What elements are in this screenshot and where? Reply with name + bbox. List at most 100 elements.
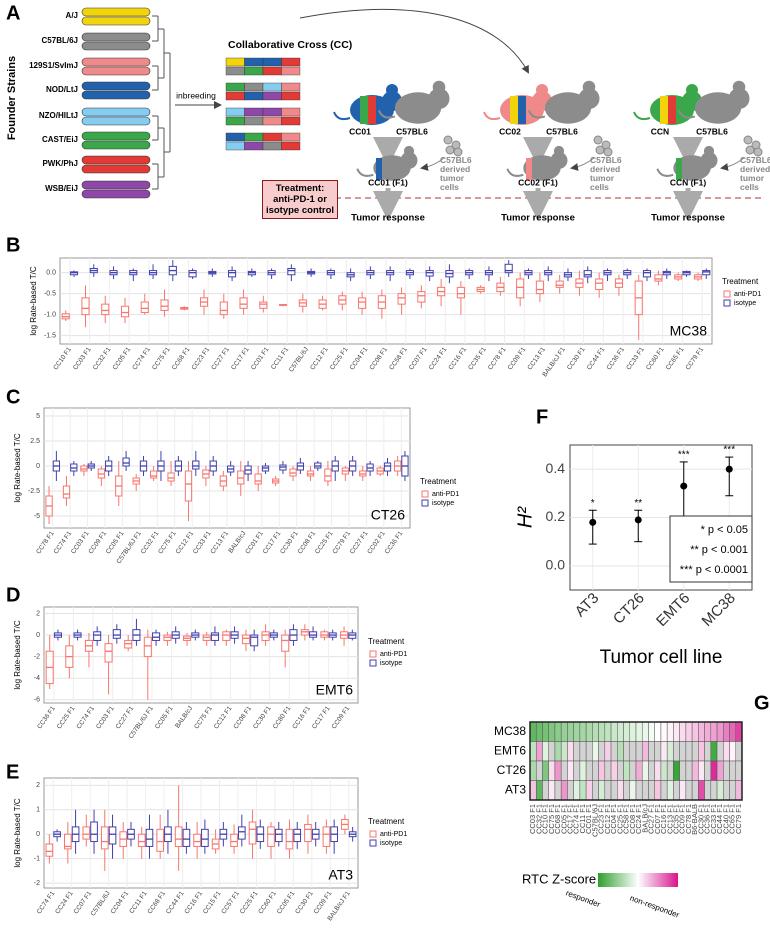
heat-cell [641,760,649,781]
mouse-ear [553,145,565,157]
mouse-stripe [660,96,668,124]
heat-cell [585,721,593,742]
heat-cell [548,780,556,801]
parent-label: C57BL6 [696,126,728,136]
y-axis-title: H² [514,506,536,528]
heat-cell [598,760,606,781]
mouse-head [728,88,750,110]
heat-cell [604,741,612,762]
arrow [720,157,745,171]
box [93,631,102,641]
box [45,843,54,857]
box [100,826,109,850]
x-tick-label: CC35 F1 [467,346,488,372]
heat-cell [710,760,718,781]
heat-cell [679,780,687,801]
mouse-head [428,88,450,110]
x-tick-label: CC13 F1 [209,530,230,556]
column-label: CC68 F1 [553,804,562,834]
na-cell [623,741,631,762]
x-tick-label: BALB/cJ [174,705,194,729]
column-label: CC40 F1 [721,804,730,834]
panel-letter: G [754,692,770,714]
na-cell [735,741,743,762]
legend-label: isotype [432,500,454,507]
x-tick-label: CC75 F1 [193,705,214,731]
cc-chromosome [262,66,282,76]
f1-label: CC01 (F1) [368,177,408,187]
box [149,470,158,479]
x-tick-label: CC09 F1 [507,346,528,372]
column-label: CC36 F1 [703,804,712,834]
tumor-cell [595,145,605,155]
x-tick-label: CC13 F1 [526,346,547,372]
column-label: CC03 F1 [528,804,537,834]
panel-letter: D [6,584,20,606]
strain-label: A/J [66,11,78,20]
box [417,291,426,303]
x-tick-label: CC79 F1 [685,346,706,372]
na-cell [635,741,643,762]
panel-letter: B [6,234,20,256]
point [680,482,688,490]
panel-letter: E [6,761,19,783]
x-tick-label: CC24 F1 [428,346,449,372]
box [261,631,270,641]
x-tick-label: CC12 F1 [309,346,330,372]
tumor-response-label: Tumor response [501,213,575,224]
column-label: CC44 F1 [715,804,724,834]
box [81,297,90,316]
inbreeding-label: inbreeding [176,90,216,100]
legend-label: isotype [380,840,402,847]
na-cell [585,760,593,781]
column-label: CC75 F1 [547,804,556,834]
na-cell [535,760,543,781]
box [122,457,130,467]
y-axis-title: log Rate-based T/C [29,266,38,335]
x-tick-label: CC08 F1 [368,346,389,372]
box [188,270,197,278]
box [143,636,152,658]
box [112,629,121,639]
heat-cell [542,721,549,742]
box [654,274,663,282]
cc-chromosome [244,141,264,151]
box [62,485,71,499]
y-axis-title: log Rate-based T/C [13,620,22,689]
column-label: CC78 F1 [684,804,693,834]
na-cell [666,760,674,781]
x-tick-label: AT3 [572,590,603,621]
cc-chromosome [225,91,245,101]
mouse-stripe [510,96,518,124]
x-tick-label: CC27 F1 [210,346,231,372]
box [241,634,250,645]
x-tick-label: CC27 F1 [115,705,136,731]
cc-chromosome [225,107,245,117]
legend-title: RTC Z-score [522,871,596,886]
tumor-cell [743,135,753,145]
cc-chromosome [281,82,301,92]
column-label: CC13 F1 [665,804,674,834]
strain-label: NOD/LtJ [46,85,78,94]
legend-key [723,299,731,307]
heat-cell [610,760,618,781]
legend-title: Treatment [722,277,759,286]
cc-chromosome [281,91,301,101]
na-cell [610,780,618,801]
colorbar [598,873,678,887]
mouse-ear [732,80,746,94]
legend-label: anti-PD1 [432,491,459,498]
mouse-tail [656,168,674,177]
box [504,263,513,274]
cc-strain-label: CC02 [499,126,521,136]
heat-cell [716,721,724,742]
heat-cell [585,780,593,801]
x-axis-title: Tumor cell line [600,647,723,668]
cc-chromosome [244,116,264,126]
chromosome [81,140,151,150]
box [90,821,98,843]
column-label: CC30 F1 [696,804,705,834]
heat-cell [654,721,662,742]
cc-chromosome [281,66,301,76]
